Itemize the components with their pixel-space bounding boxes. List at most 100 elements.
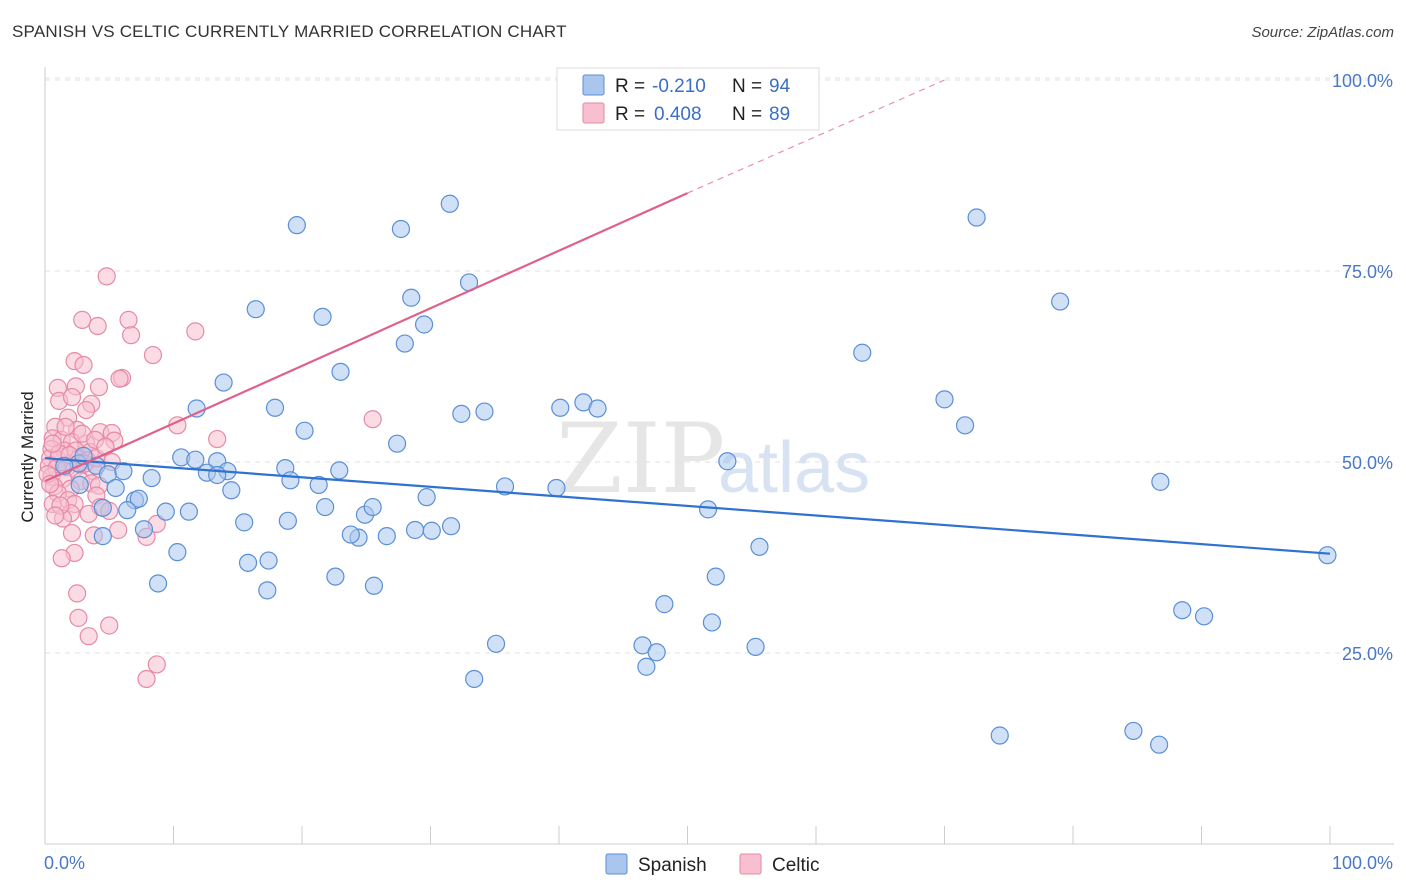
spanish-point-79 xyxy=(1194,607,1214,626)
spanish-point-56 xyxy=(235,513,254,532)
celtic-point-88 xyxy=(56,417,75,436)
spanish-point-1 xyxy=(391,219,411,239)
spanish-point-16 xyxy=(187,399,206,418)
spanish-point-13 xyxy=(853,343,872,362)
spanish-point-84 xyxy=(637,657,656,676)
spanish-point-31 xyxy=(309,475,328,495)
trend-lines xyxy=(44,79,1331,555)
legend-swatch-spanish xyxy=(582,74,605,96)
spanish-point-76 xyxy=(655,595,674,614)
legend-box: R = -0.210 N = 94 R = 0.408 N = 89 xyxy=(556,67,820,131)
celtic-point-5 xyxy=(121,326,141,345)
spanish-point-34 xyxy=(208,465,227,485)
celtic-point-8 xyxy=(74,355,93,375)
spanish-point-59 xyxy=(134,520,154,539)
celtic-point-71 xyxy=(79,627,98,646)
spanish-point-11 xyxy=(331,362,350,381)
celtic-point-10 xyxy=(110,369,129,388)
spanish-point-24 xyxy=(588,399,607,418)
bottom-legend-label-celtic: Celtic xyxy=(772,855,820,876)
legend-r-value-celtic: 0.408 xyxy=(654,104,702,125)
spanish-point-42 xyxy=(495,477,515,496)
spanish-point-30 xyxy=(281,471,300,490)
celtic-point-29 xyxy=(208,429,227,449)
y-tick-label-25: 25.0% xyxy=(1342,644,1393,664)
spanish-point-21 xyxy=(475,402,494,421)
spanish-point-19 xyxy=(387,434,407,453)
spanish-point-17 xyxy=(265,398,285,417)
spanish-point-60 xyxy=(168,543,187,562)
celtic-point-68 xyxy=(68,584,87,603)
watermark: ZIP atlas xyxy=(556,403,870,515)
spanish-point-86 xyxy=(990,726,1009,745)
spanish-point-91 xyxy=(106,478,125,498)
spanish-point-82 xyxy=(647,643,666,662)
celtic-point-70 xyxy=(100,616,119,635)
spanish-point-67 xyxy=(750,537,769,556)
spanish-point-64 xyxy=(422,521,441,540)
spanish-point-51 xyxy=(179,502,199,521)
celtic-point-73 xyxy=(137,669,156,689)
spanish-point-6 xyxy=(402,288,421,307)
watermark-zip: ZIP xyxy=(556,403,725,515)
spanish-point-2 xyxy=(440,194,459,213)
y-tick-label-100: 100.0% xyxy=(1332,71,1393,91)
x-ticks xyxy=(44,826,1331,844)
celtic-point-67 xyxy=(52,549,71,568)
spanish-point-48 xyxy=(118,501,137,520)
spanish-point-71 xyxy=(148,574,168,593)
spanish-point-85 xyxy=(465,669,484,689)
legend-n-value-spanish: 94 xyxy=(769,76,791,97)
spanish-point-0 xyxy=(287,216,306,235)
celtic-point-6 xyxy=(143,345,163,365)
spanish-point-44 xyxy=(718,452,737,471)
spanish-point-57 xyxy=(278,511,297,530)
celtic-point-62 xyxy=(109,520,128,540)
spanish-point-70 xyxy=(259,551,278,570)
spanish-point-78 xyxy=(1173,601,1192,620)
spanish-point-52 xyxy=(316,497,335,517)
spanish-point-15 xyxy=(955,416,975,435)
spanish-point-41 xyxy=(222,481,241,500)
chart-source: Source: ZipAtlas.com xyxy=(1251,24,1394,41)
spanish-point-80 xyxy=(486,634,506,653)
spanish-point-92 xyxy=(341,525,360,544)
x-tick-label-min: 0.0% xyxy=(44,853,85,873)
spanish-point-9 xyxy=(1051,292,1070,311)
spanish-point-54 xyxy=(363,497,382,517)
y-tick-label-75: 75.0% xyxy=(1342,262,1393,282)
spanish-point-68 xyxy=(1318,546,1337,565)
celtic-point-86 xyxy=(46,506,65,525)
spanish-point-38 xyxy=(114,462,133,481)
celtic-point-87 xyxy=(77,400,96,420)
celtic-point-72 xyxy=(147,655,166,674)
legend-r-value-spanish: -0.210 xyxy=(652,76,706,97)
celtic-point-65 xyxy=(62,523,82,543)
celtic-point-19 xyxy=(363,410,382,429)
spanish-point-12 xyxy=(214,373,233,392)
spanish-point-45 xyxy=(1151,472,1170,491)
legend-r-label-celtic: R = xyxy=(615,104,645,125)
spanish-point-77 xyxy=(702,613,722,632)
spanish-point-75 xyxy=(706,567,725,586)
celtic-point-85 xyxy=(96,437,115,456)
bottom-legend-label-spanish: Spanish xyxy=(638,855,707,876)
celtic-point-84 xyxy=(43,434,62,453)
celtic-point-13 xyxy=(89,378,109,397)
celtic-point-1 xyxy=(73,310,92,329)
spanish-point-88 xyxy=(1149,735,1169,754)
spanish-point-43 xyxy=(547,478,566,498)
spanish-point-26 xyxy=(186,450,205,469)
spanish-point-40 xyxy=(70,475,89,495)
spanish-point-4 xyxy=(246,300,265,319)
spanish-point-47 xyxy=(129,489,148,508)
spanish-point-87 xyxy=(1124,721,1143,741)
y-tick-labels: 25.0% 50.0% 75.0% 100.0% xyxy=(1332,71,1393,664)
bottom-legend: Spanish Celtic xyxy=(605,853,820,876)
spanish-point-65 xyxy=(441,517,461,536)
celtic-point-15 xyxy=(62,387,82,407)
celtic-point-3 xyxy=(119,310,138,329)
celtic-point-4 xyxy=(186,322,205,341)
spanish-point-14 xyxy=(935,390,954,409)
